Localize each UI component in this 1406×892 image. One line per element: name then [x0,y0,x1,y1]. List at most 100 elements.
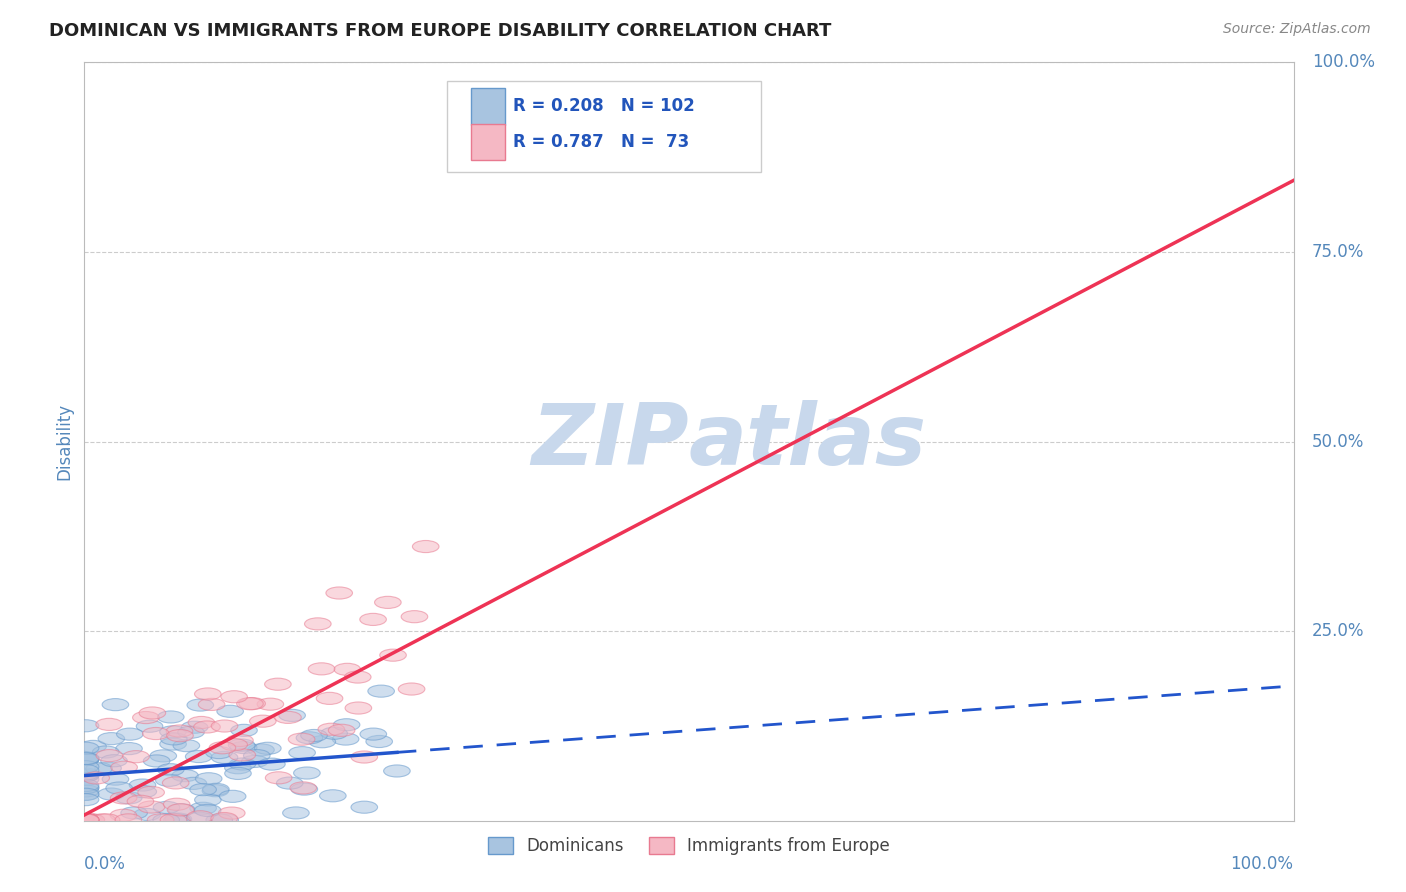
Text: 0.0%: 0.0% [84,855,127,872]
Ellipse shape [187,811,214,822]
Ellipse shape [259,758,285,770]
Ellipse shape [165,813,191,825]
Ellipse shape [288,747,315,759]
Text: atlas: atlas [689,400,927,483]
Ellipse shape [72,785,98,797]
Text: DOMINICAN VS IMMIGRANTS FROM EUROPE DISABILITY CORRELATION CHART: DOMINICAN VS IMMIGRANTS FROM EUROPE DISA… [49,22,831,40]
Ellipse shape [166,725,193,737]
Ellipse shape [96,749,122,762]
Ellipse shape [160,738,187,750]
Text: 25.0%: 25.0% [1312,622,1364,640]
Ellipse shape [129,779,156,791]
Ellipse shape [93,814,120,826]
Ellipse shape [205,814,232,826]
FancyBboxPatch shape [471,124,505,161]
Ellipse shape [294,767,321,779]
Ellipse shape [319,789,346,802]
Ellipse shape [80,740,107,753]
Ellipse shape [257,698,284,710]
Ellipse shape [398,683,425,695]
Ellipse shape [127,796,153,807]
Ellipse shape [121,807,148,819]
Ellipse shape [122,750,149,763]
Ellipse shape [117,728,143,740]
Ellipse shape [249,715,276,727]
Ellipse shape [86,763,112,775]
Ellipse shape [162,777,188,789]
Text: ZIP: ZIP [531,400,689,483]
Ellipse shape [105,782,132,794]
Ellipse shape [205,747,232,758]
Ellipse shape [72,814,98,826]
FancyBboxPatch shape [447,81,762,172]
Ellipse shape [72,814,98,826]
Ellipse shape [212,814,239,826]
Text: Source: ZipAtlas.com: Source: ZipAtlas.com [1223,22,1371,37]
Ellipse shape [401,611,427,623]
Ellipse shape [72,761,98,772]
Ellipse shape [115,814,142,826]
Ellipse shape [194,794,221,805]
Ellipse shape [316,692,343,705]
Ellipse shape [138,801,165,814]
Ellipse shape [187,699,214,711]
Ellipse shape [143,755,170,767]
Ellipse shape [115,742,142,755]
Ellipse shape [211,813,238,824]
Ellipse shape [72,782,98,794]
FancyBboxPatch shape [471,88,505,125]
Ellipse shape [254,742,281,755]
Ellipse shape [156,774,183,787]
Ellipse shape [412,541,439,553]
Ellipse shape [305,618,332,630]
Ellipse shape [169,804,195,816]
Ellipse shape [98,788,125,800]
Ellipse shape [173,739,200,752]
Ellipse shape [77,814,104,826]
Ellipse shape [181,721,208,733]
Ellipse shape [72,754,98,765]
Ellipse shape [188,716,215,729]
Ellipse shape [72,764,98,777]
Ellipse shape [73,814,98,826]
Ellipse shape [110,809,136,822]
Ellipse shape [344,702,371,714]
Ellipse shape [218,807,245,819]
Ellipse shape [225,762,252,774]
Y-axis label: Disability: Disability [55,403,73,480]
Ellipse shape [72,814,98,826]
Ellipse shape [211,720,238,732]
Ellipse shape [72,814,98,826]
Ellipse shape [160,733,187,745]
Ellipse shape [157,764,184,776]
Ellipse shape [274,711,301,723]
Ellipse shape [288,733,315,746]
Ellipse shape [360,614,387,625]
Ellipse shape [72,789,98,800]
Ellipse shape [290,782,316,794]
Ellipse shape [335,664,360,675]
Ellipse shape [242,756,269,767]
Ellipse shape [247,744,274,756]
Ellipse shape [103,698,129,711]
Ellipse shape [72,720,98,731]
Ellipse shape [278,709,305,722]
Ellipse shape [195,772,222,785]
Ellipse shape [219,790,246,803]
Ellipse shape [136,720,163,732]
Ellipse shape [217,706,243,717]
Ellipse shape [110,792,136,804]
Text: 100.0%: 100.0% [1230,855,1294,872]
Ellipse shape [167,730,193,741]
Ellipse shape [83,772,110,784]
Ellipse shape [211,751,238,764]
Ellipse shape [72,814,98,826]
Ellipse shape [77,814,104,826]
Ellipse shape [332,733,359,745]
Ellipse shape [72,742,98,755]
Ellipse shape [72,754,98,766]
Ellipse shape [142,728,169,739]
Ellipse shape [157,711,184,723]
Ellipse shape [384,765,411,777]
Ellipse shape [115,792,142,804]
